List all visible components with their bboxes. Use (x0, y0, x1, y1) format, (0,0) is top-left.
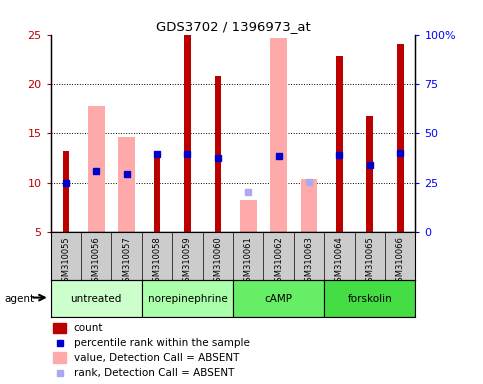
Bar (184, 35, 191, 232)
Text: GSM310065: GSM310065 (365, 236, 374, 287)
Text: percentile rank within the sample: percentile rank within the sample (74, 338, 250, 348)
Bar (142, 280, 233, 317)
Text: norepinephrine: norepinephrine (148, 293, 227, 304)
Text: rank, Detection Call = ABSENT: rank, Detection Call = ABSENT (74, 368, 234, 378)
Bar (53, 323, 66, 333)
Bar (367, 116, 373, 232)
Text: GSM310059: GSM310059 (183, 236, 192, 287)
Bar (300, 179, 317, 232)
Text: GSM310057: GSM310057 (122, 236, 131, 287)
Bar (63, 151, 69, 232)
Text: GSM310055: GSM310055 (61, 236, 71, 287)
Text: GSM310056: GSM310056 (92, 236, 101, 287)
Text: GSM310061: GSM310061 (244, 236, 253, 287)
Bar (51, 280, 142, 317)
Text: count: count (74, 323, 103, 333)
Title: GDS3702 / 1396973_at: GDS3702 / 1396973_at (156, 20, 311, 33)
Text: GSM310063: GSM310063 (304, 236, 313, 287)
Bar (88, 106, 105, 232)
Bar (397, 45, 403, 232)
Text: GSM310060: GSM310060 (213, 236, 222, 287)
Text: value, Detection Call = ABSENT: value, Detection Call = ABSENT (74, 353, 239, 363)
Text: GSM310062: GSM310062 (274, 236, 283, 287)
Bar (233, 280, 324, 317)
Bar (336, 56, 343, 232)
Text: untreated: untreated (71, 293, 122, 304)
Bar (154, 153, 160, 232)
Text: cAMP: cAMP (265, 293, 293, 304)
Bar (324, 280, 415, 317)
Bar (270, 38, 287, 232)
Bar (53, 353, 66, 363)
Text: forskolin: forskolin (347, 293, 392, 304)
Bar (240, 200, 256, 232)
Bar (214, 76, 221, 232)
Text: GSM310064: GSM310064 (335, 236, 344, 287)
Text: GSM310066: GSM310066 (396, 236, 405, 287)
Text: GSM310058: GSM310058 (153, 236, 162, 287)
Bar (118, 137, 135, 232)
Text: agent: agent (5, 294, 35, 304)
